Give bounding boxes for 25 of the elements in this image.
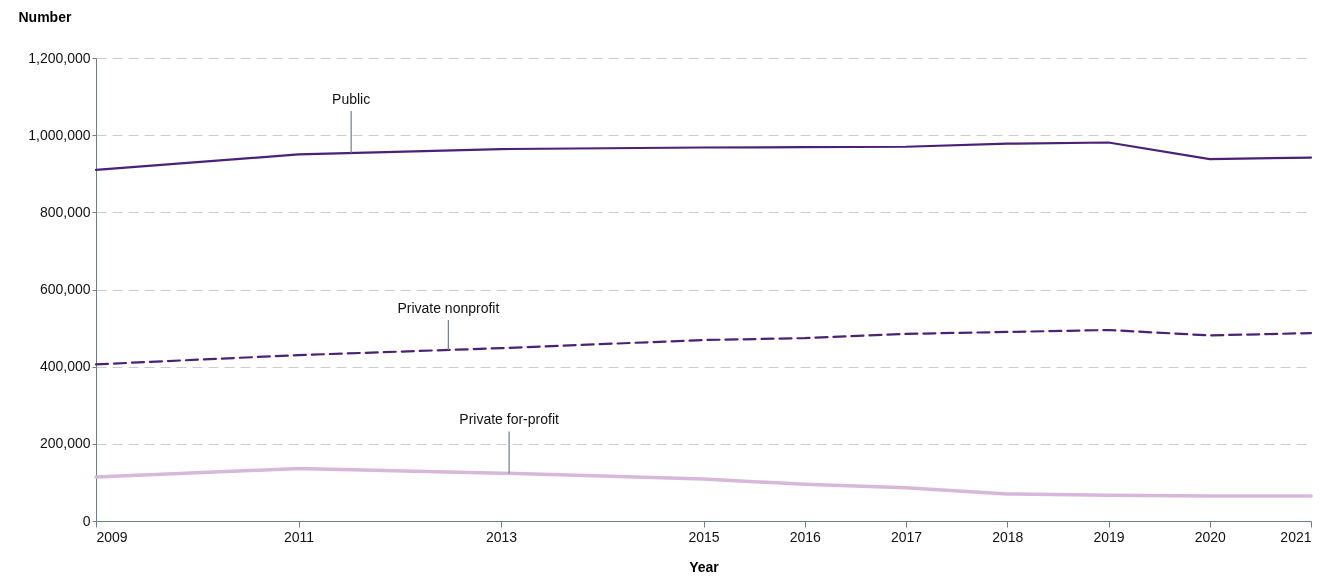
x-tick-label: 2011 [283, 528, 315, 545]
y-tick-label: 600,000 [39, 281, 91, 297]
text: Public [332, 91, 371, 108]
y-tick-label: 800,000 [39, 203, 91, 220]
line-series [94, 328, 1313, 366]
x-tick-label: 2015 [688, 528, 720, 545]
y-tick-label: 200,000 [39, 435, 91, 452]
line-series [94, 141, 1313, 171]
line-series [94, 466, 1313, 498]
x-axis-title: Year [689, 558, 720, 575]
y-tick-label: 400,000 [39, 358, 91, 375]
y-tick-label: 0 [82, 512, 91, 529]
x-tick-label: 2019 [1093, 528, 1125, 545]
x-tick-label: 2021 [1280, 528, 1312, 545]
x-tick-label: 2018 [992, 528, 1024, 545]
x-tick-label: 2020 [1194, 528, 1227, 545]
x-tick-label: 2017 [890, 528, 923, 545]
x-tick-label: 2009 [96, 528, 128, 545]
y-tick-label: 1,000,000 [28, 126, 91, 143]
text: Private for-profit [459, 411, 559, 428]
x-tick-label: 2013 [485, 528, 518, 545]
text: Private nonprofit [397, 299, 500, 316]
x-tick-label: 2016 [789, 528, 822, 545]
y-axis-title: Number [18, 8, 72, 25]
y-tick-label: 1,200,000 [28, 49, 91, 66]
